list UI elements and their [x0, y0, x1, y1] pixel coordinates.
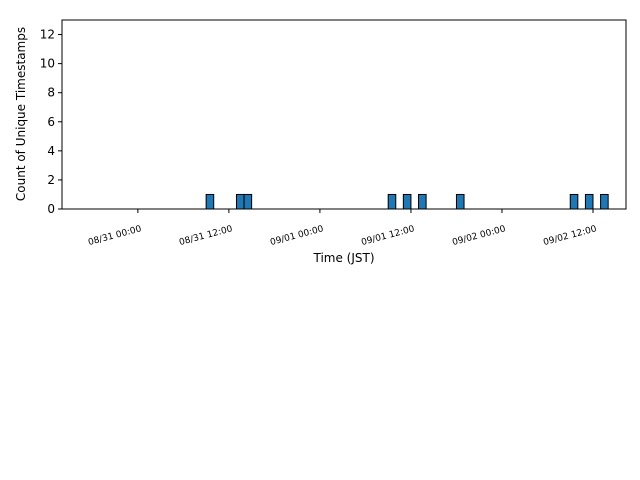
y-tick-label: 4: [47, 144, 55, 158]
x-tick-label: 09/01 00:00: [269, 224, 325, 248]
bar: [584, 193, 594, 210]
y-tick-label: 6: [47, 115, 55, 129]
y-axis-label: Count of Unique Timestamps: [14, 27, 28, 201]
x-axis-label: Time (JST): [312, 251, 374, 265]
y-tick-label: 0: [47, 202, 55, 216]
bar: [418, 193, 427, 210]
x-tick-label: 08/31 12:00: [178, 224, 234, 248]
x-tick-label: 09/01 12:00: [360, 224, 416, 248]
bar: [243, 193, 253, 210]
bar: [455, 193, 465, 210]
plot-frame: [61, 19, 627, 210]
bar: [600, 193, 609, 210]
x-tick-label: 09/02 12:00: [542, 224, 598, 248]
bar: [205, 193, 215, 210]
bar: [235, 193, 245, 210]
y-tick-label: 12: [40, 28, 55, 42]
x-tick-label: 09/02 00:00: [451, 224, 507, 248]
bar: [569, 193, 579, 210]
bar: [402, 193, 412, 210]
x-tick-label: 08/31 00:00: [87, 224, 143, 248]
y-tick-label: 8: [47, 86, 55, 100]
bar: [387, 193, 397, 210]
y-tick-label: 2: [47, 173, 55, 187]
y-tick-label: 10: [40, 57, 55, 71]
